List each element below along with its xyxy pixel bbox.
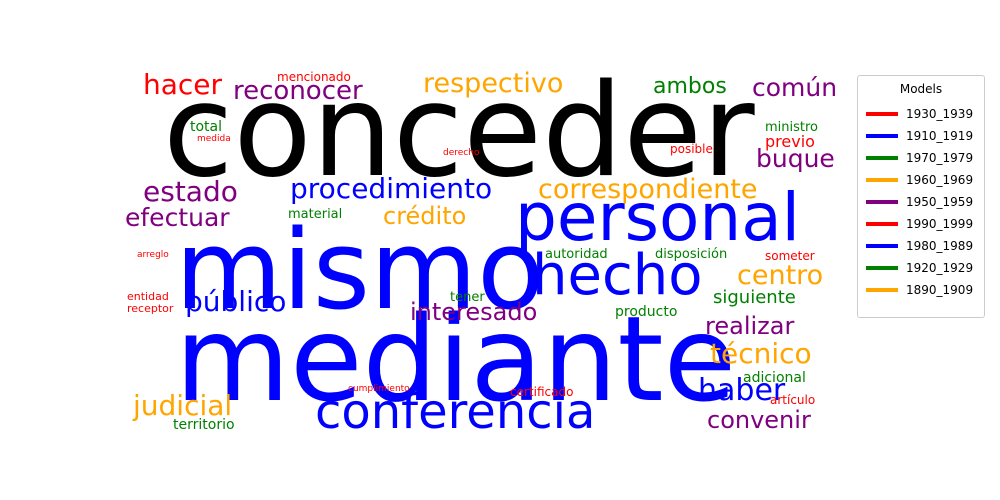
word-centro: centro [737,260,824,291]
legend-entry: 1920_1929 [866,257,976,279]
word-respectivo: respectivo [423,68,564,99]
legend-swatch [866,156,898,160]
word-técnico: técnico [710,337,812,370]
legend-swatch [866,222,898,226]
word-hacer: hacer [143,68,223,101]
word-posible: posible [670,142,713,156]
word-ambos: ambos [653,74,727,99]
legend-entry: 1980_1989 [866,235,976,257]
word-efectuar: efectuar [125,203,230,232]
word-entidad: entidad [127,290,169,303]
word-cloud: conceder mismo mediante personal hecho confer… [125,60,850,440]
word-disposición: disposición [655,247,728,262]
word-personal: personal [515,179,801,256]
word-certificado: certificado [510,385,574,399]
word-mediante: mediante [175,290,737,428]
legend-label: 1950_1959 [906,195,974,209]
word-tener: tener [450,290,485,305]
word-crédito: crédito [383,202,467,230]
word-público: público [185,285,287,318]
word-artículo: artículo [770,393,816,407]
word-producto: producto [615,304,678,320]
legend-swatch [866,134,898,138]
legend-entry: 1960_1969 [866,169,976,191]
word-previo: previo [765,132,815,151]
word-territorio: territorio [173,417,235,433]
word-arreglo: arreglo [137,250,169,260]
legend-entry: 1950_1959 [866,191,976,213]
word-interesado: interesado [410,298,538,326]
word-realizar: realizar [705,312,795,340]
legend-entry: 1890_1909 [866,279,976,301]
legend-entry: 1930_1939 [866,103,976,125]
word-total: total [190,119,223,135]
legend-swatch [866,244,898,248]
word-adicional: adicional [743,370,806,386]
word-conceder: conceder [163,60,755,206]
word-medida: medida [197,134,231,144]
word-haber: haber [698,373,786,408]
word-mismo: mismo [175,206,545,334]
word-someter: someter [765,249,815,263]
legend-label: 1910_1919 [906,129,974,143]
word-autoridad: autoridad [545,247,608,262]
legend-label: 1980_1989 [906,239,974,253]
word-ministro: ministro [765,120,819,135]
legend-label: 1890_1909 [906,283,974,297]
legend-label: 1970_1979 [906,151,974,165]
legend-label: 1990_1999 [906,217,974,231]
legend-swatch [866,288,898,292]
legend-swatch [866,266,898,270]
word-cumplimiento: cumplimiento [348,384,410,394]
word-mencionado: mencionado [277,70,351,84]
legend-swatch [866,178,898,182]
word-convenir: convenir [707,406,811,434]
word-buque: buque [756,144,835,173]
word-siguiente: siguiente [713,287,796,308]
legend-label: 1920_1929 [906,261,974,275]
legend-entry: 1970_1979 [866,147,976,169]
legend-title: Models [899,82,943,96]
word-derecho: derecho [443,148,480,158]
legend-swatch [866,112,898,116]
word-común: común [752,73,838,102]
word-hecho: hecho [532,243,703,308]
legend-entry: 1910_1919 [866,125,976,147]
legend-label: 1930_1939 [906,107,974,121]
word-material: material [288,207,343,222]
legend-items: 1930_1939 1910_1919 1970_1979 1960_1969 1950… [866,103,976,301]
word-reconocer: reconocer [233,76,363,106]
legend-entry: 1990_1999 [866,213,976,235]
legend-swatch [866,200,898,204]
word-receptor: receptor [127,302,174,315]
legend: Models 1930_1939 1910_1919 1970_1979 1960_1… [857,75,985,318]
word-procedimiento: procedimiento [290,172,493,205]
word-correspondiente: correspondiente [538,174,758,205]
word-estado: estado [143,175,238,208]
word-judicial: judicial [133,389,233,422]
legend-label: 1960_1969 [906,173,974,187]
word-conferencia: conferencia [315,384,596,440]
